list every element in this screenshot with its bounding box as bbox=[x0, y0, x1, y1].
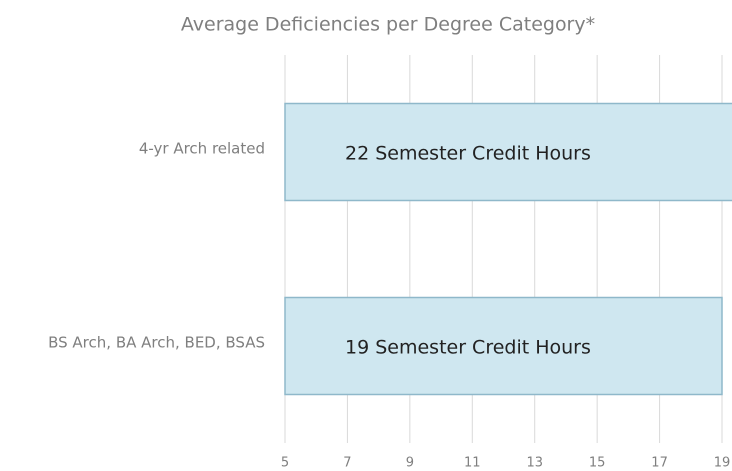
bar bbox=[284, 102, 732, 202]
value-label: 22 Semester Credit Hours bbox=[345, 143, 591, 165]
y-tick-label: 4-yr Arch related bbox=[139, 140, 265, 158]
x-tick-label: 17 bbox=[651, 456, 668, 471]
x-tick-label: 13 bbox=[526, 456, 543, 471]
x-tick-label: 9 bbox=[406, 456, 414, 471]
x-tick-label: 5 bbox=[281, 456, 289, 471]
chart-title: Average Deficiencies per Degree Category… bbox=[181, 14, 595, 36]
bar bbox=[284, 296, 723, 396]
x-tick-label: 7 bbox=[343, 456, 351, 471]
x-tick-label: 15 bbox=[589, 456, 606, 471]
value-label: 19 Semester Credit Hours bbox=[345, 337, 591, 359]
y-tick-label: BS Arch, BA Arch, BED, BSAS bbox=[48, 334, 265, 352]
x-tick-label: 11 bbox=[464, 456, 481, 471]
x-tick-label: 19 bbox=[714, 456, 731, 471]
